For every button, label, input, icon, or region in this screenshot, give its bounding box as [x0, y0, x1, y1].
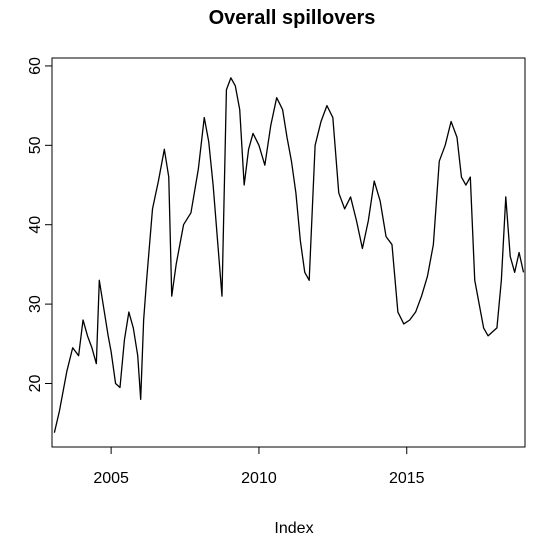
- x-axis: 2005 2010 2015: [93, 447, 425, 487]
- y-tick-label-20: 20: [27, 374, 44, 392]
- x-tick-label-2015: 2015: [389, 470, 425, 487]
- y-tick-label-30: 30: [27, 295, 44, 313]
- y-axis: 20 30 40 50 60: [27, 57, 52, 392]
- chart-title: Overall spillovers: [209, 7, 376, 29]
- x-axis-label: Index: [274, 520, 313, 537]
- series-line-0: [53, 77, 525, 433]
- y-tick-label-60: 60: [27, 57, 44, 75]
- plot-frame: [51, 57, 526, 448]
- y-tick-label-50: 50: [27, 136, 44, 154]
- x-tick-label-2010: 2010: [241, 470, 277, 487]
- x-tick-label-2005: 2005: [93, 470, 129, 487]
- series-group: [53, 77, 525, 433]
- y-tick-label-40: 40: [27, 216, 44, 234]
